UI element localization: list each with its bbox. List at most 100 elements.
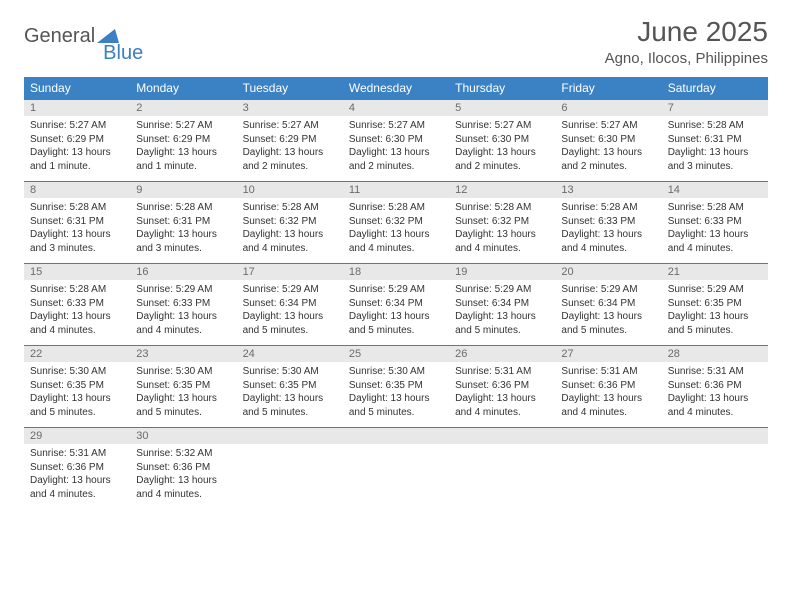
- daylight-text-1: Daylight: 13 hours: [349, 146, 443, 160]
- calendar-day-cell: 15Sunrise: 5:28 AMSunset: 6:33 PMDayligh…: [24, 264, 130, 346]
- sunrise-text: Sunrise: 5:27 AM: [243, 119, 337, 133]
- sunset-text: Sunset: 6:36 PM: [668, 379, 762, 393]
- day-body: Sunrise: 5:31 AMSunset: 6:36 PMDaylight:…: [24, 444, 130, 509]
- daylight-text-1: Daylight: 13 hours: [136, 392, 230, 406]
- day-number: 4: [343, 100, 449, 116]
- day-number: 10: [237, 182, 343, 198]
- daylight-text-1: Daylight: 13 hours: [561, 310, 655, 324]
- daylight-text-1: Daylight: 13 hours: [561, 392, 655, 406]
- day-number: 30: [130, 428, 236, 444]
- sunset-text: Sunset: 6:34 PM: [561, 297, 655, 311]
- sunrise-text: Sunrise: 5:28 AM: [30, 201, 124, 215]
- day-number: 16: [130, 264, 236, 280]
- sunset-text: Sunset: 6:32 PM: [455, 215, 549, 229]
- daylight-text-2: and 5 minutes.: [243, 406, 337, 420]
- sunrise-text: Sunrise: 5:31 AM: [30, 447, 124, 461]
- day-body: Sunrise: 5:31 AMSunset: 6:36 PMDaylight:…: [555, 362, 661, 427]
- sunrise-text: Sunrise: 5:29 AM: [136, 283, 230, 297]
- daylight-text-1: Daylight: 13 hours: [30, 228, 124, 242]
- daylight-text-1: Daylight: 13 hours: [30, 392, 124, 406]
- day-number: 19: [449, 264, 555, 280]
- calendar-day-cell: [343, 428, 449, 510]
- daylight-text-2: and 4 minutes.: [136, 324, 230, 338]
- sunrise-text: Sunrise: 5:29 AM: [561, 283, 655, 297]
- daylight-text-2: and 5 minutes.: [561, 324, 655, 338]
- day-number: 6: [555, 100, 661, 116]
- daylight-text-2: and 2 minutes.: [561, 160, 655, 174]
- sunset-text: Sunset: 6:36 PM: [30, 461, 124, 475]
- sunrise-text: Sunrise: 5:28 AM: [30, 283, 124, 297]
- sunset-text: Sunset: 6:33 PM: [30, 297, 124, 311]
- calendar-day-cell: 18Sunrise: 5:29 AMSunset: 6:34 PMDayligh…: [343, 264, 449, 346]
- day-body: Sunrise: 5:29 AMSunset: 6:34 PMDaylight:…: [237, 280, 343, 345]
- sunrise-text: Sunrise: 5:31 AM: [455, 365, 549, 379]
- day-header: Saturday: [662, 77, 768, 100]
- daylight-text-2: and 1 minute.: [30, 160, 124, 174]
- calendar-day-cell: 1Sunrise: 5:27 AMSunset: 6:29 PMDaylight…: [24, 100, 130, 182]
- day-number: 23: [130, 346, 236, 362]
- sunrise-text: Sunrise: 5:29 AM: [349, 283, 443, 297]
- day-number: 1: [24, 100, 130, 116]
- day-number: [343, 428, 449, 444]
- daylight-text-1: Daylight: 13 hours: [243, 392, 337, 406]
- day-number: 8: [24, 182, 130, 198]
- day-number: 12: [449, 182, 555, 198]
- day-body: Sunrise: 5:28 AMSunset: 6:31 PMDaylight:…: [24, 198, 130, 263]
- sunrise-text: Sunrise: 5:31 AM: [561, 365, 655, 379]
- calendar-day-cell: 2Sunrise: 5:27 AMSunset: 6:29 PMDaylight…: [130, 100, 236, 182]
- daylight-text-1: Daylight: 13 hours: [349, 392, 443, 406]
- calendar-week-row: 1Sunrise: 5:27 AMSunset: 6:29 PMDaylight…: [24, 100, 768, 182]
- calendar-week-row: 29Sunrise: 5:31 AMSunset: 6:36 PMDayligh…: [24, 428, 768, 510]
- day-number: 5: [449, 100, 555, 116]
- day-body: [237, 444, 343, 494]
- day-body: Sunrise: 5:30 AMSunset: 6:35 PMDaylight:…: [237, 362, 343, 427]
- calendar-day-cell: 28Sunrise: 5:31 AMSunset: 6:36 PMDayligh…: [662, 346, 768, 428]
- day-body: Sunrise: 5:27 AMSunset: 6:29 PMDaylight:…: [130, 116, 236, 181]
- day-number: [662, 428, 768, 444]
- day-number: 17: [237, 264, 343, 280]
- daylight-text-2: and 3 minutes.: [668, 160, 762, 174]
- daylight-text-2: and 4 minutes.: [243, 242, 337, 256]
- sunrise-text: Sunrise: 5:28 AM: [243, 201, 337, 215]
- sunset-text: Sunset: 6:31 PM: [668, 133, 762, 147]
- sunset-text: Sunset: 6:35 PM: [668, 297, 762, 311]
- daylight-text-1: Daylight: 13 hours: [455, 228, 549, 242]
- daylight-text-2: and 2 minutes.: [455, 160, 549, 174]
- calendar-day-cell: 26Sunrise: 5:31 AMSunset: 6:36 PMDayligh…: [449, 346, 555, 428]
- logo: General Blue: [24, 16, 143, 57]
- day-body: Sunrise: 5:27 AMSunset: 6:29 PMDaylight:…: [237, 116, 343, 181]
- sunrise-text: Sunrise: 5:28 AM: [136, 201, 230, 215]
- day-body: Sunrise: 5:27 AMSunset: 6:29 PMDaylight:…: [24, 116, 130, 181]
- day-header-row: Sunday Monday Tuesday Wednesday Thursday…: [24, 77, 768, 100]
- daylight-text-1: Daylight: 13 hours: [668, 146, 762, 160]
- day-number: 21: [662, 264, 768, 280]
- sunset-text: Sunset: 6:32 PM: [349, 215, 443, 229]
- daylight-text-2: and 5 minutes.: [30, 406, 124, 420]
- sunset-text: Sunset: 6:29 PM: [136, 133, 230, 147]
- day-header: Friday: [555, 77, 661, 100]
- calendar-week-row: 22Sunrise: 5:30 AMSunset: 6:35 PMDayligh…: [24, 346, 768, 428]
- day-number: 14: [662, 182, 768, 198]
- daylight-text-1: Daylight: 13 hours: [561, 146, 655, 160]
- calendar-day-cell: 8Sunrise: 5:28 AMSunset: 6:31 PMDaylight…: [24, 182, 130, 264]
- sunset-text: Sunset: 6:33 PM: [561, 215, 655, 229]
- day-number: 20: [555, 264, 661, 280]
- logo-text-general: General: [24, 25, 95, 48]
- calendar-day-cell: 16Sunrise: 5:29 AMSunset: 6:33 PMDayligh…: [130, 264, 236, 346]
- day-body: Sunrise: 5:30 AMSunset: 6:35 PMDaylight:…: [343, 362, 449, 427]
- sunset-text: Sunset: 6:35 PM: [349, 379, 443, 393]
- daylight-text-2: and 5 minutes.: [668, 324, 762, 338]
- daylight-text-2: and 1 minute.: [136, 160, 230, 174]
- sunrise-text: Sunrise: 5:28 AM: [668, 201, 762, 215]
- sunrise-text: Sunrise: 5:30 AM: [349, 365, 443, 379]
- daylight-text-1: Daylight: 13 hours: [349, 228, 443, 242]
- month-title: June 2025: [605, 16, 768, 48]
- sunset-text: Sunset: 6:29 PM: [243, 133, 337, 147]
- day-body: Sunrise: 5:29 AMSunset: 6:35 PMDaylight:…: [662, 280, 768, 345]
- daylight-text-2: and 4 minutes.: [455, 406, 549, 420]
- calendar-day-cell: 24Sunrise: 5:30 AMSunset: 6:35 PMDayligh…: [237, 346, 343, 428]
- day-number: [449, 428, 555, 444]
- sunrise-text: Sunrise: 5:31 AM: [668, 365, 762, 379]
- day-number: 3: [237, 100, 343, 116]
- day-body: Sunrise: 5:32 AMSunset: 6:36 PMDaylight:…: [130, 444, 236, 509]
